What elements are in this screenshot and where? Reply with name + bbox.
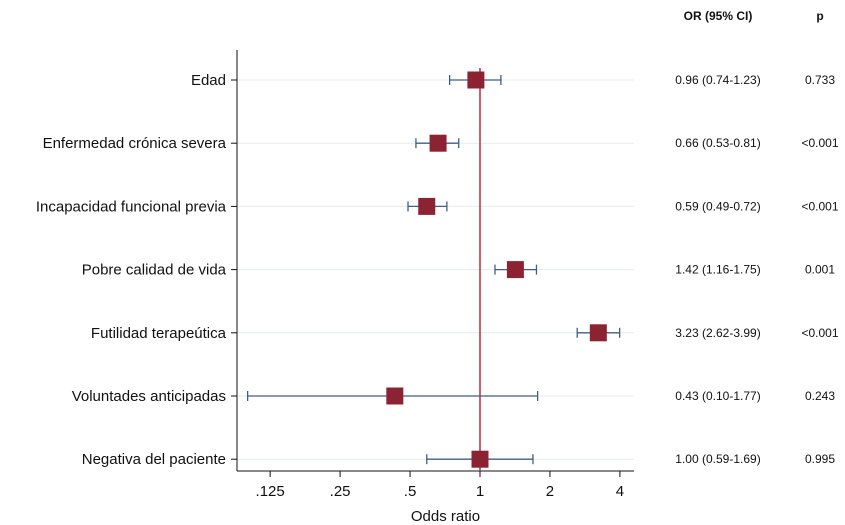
x-tick-label: .5 xyxy=(404,483,417,500)
x-tick-label: .25 xyxy=(330,483,351,500)
p-value: 0.243 xyxy=(805,389,835,403)
or-ci-value: 1.00 (0.59-1.69) xyxy=(675,452,760,466)
row-label: Voluntades anticipadas xyxy=(72,388,226,405)
p-value: <0.001 xyxy=(801,199,838,213)
or-ci-value: 0.43 (0.10-1.77) xyxy=(675,389,760,403)
row-label: Futilidad terapeútica xyxy=(91,325,227,342)
or-marker xyxy=(467,71,485,89)
p-value: <0.001 xyxy=(801,136,838,150)
x-axis-title: Odds ratio xyxy=(411,508,480,525)
x-tick-label: 1 xyxy=(476,483,484,500)
p-value: 0.733 xyxy=(805,73,835,87)
p-value: <0.001 xyxy=(801,326,838,340)
p-value: 0.995 xyxy=(805,452,835,466)
or-marker xyxy=(506,261,524,279)
or-ci-value: 1.42 (1.16-1.75) xyxy=(675,263,760,277)
x-tick-label: 2 xyxy=(546,483,554,500)
axes: .125 .25 .5 1 2 4 Edad Enfermedad crónica sever… xyxy=(36,50,634,500)
or-ci-value: 0.59 (0.49-0.72) xyxy=(675,199,760,213)
column-header-p: p xyxy=(816,9,823,23)
results-table: OR (95% CI) p 0.96 (0.74-1.23) 0.733 0.66 (0… xyxy=(675,9,839,466)
column-header-or: OR (95% CI) xyxy=(684,9,753,23)
or-ci-value: 0.96 (0.74-1.23) xyxy=(675,73,760,87)
or-marker xyxy=(471,450,489,468)
or-marker xyxy=(429,134,447,152)
or-marker xyxy=(386,387,404,405)
or-ci-value: 0.66 (0.53-0.81) xyxy=(675,136,760,150)
row-label: Incapacidad funcional previa xyxy=(36,198,227,215)
or-marker xyxy=(589,324,607,342)
x-tick-label: 4 xyxy=(616,483,624,500)
or-ci-value: 3.23 (2.62-3.99) xyxy=(675,326,760,340)
row-label: Enfermedad crónica severa xyxy=(43,135,227,152)
forest-rows xyxy=(246,71,621,468)
or-marker xyxy=(418,197,436,215)
row-label: Edad xyxy=(191,72,226,89)
row-label: Pobre calidad de vida xyxy=(82,262,227,279)
row-label: Negativa del paciente xyxy=(82,451,226,468)
p-value: 0.001 xyxy=(805,263,835,277)
x-tick-label: .125 xyxy=(256,483,285,500)
